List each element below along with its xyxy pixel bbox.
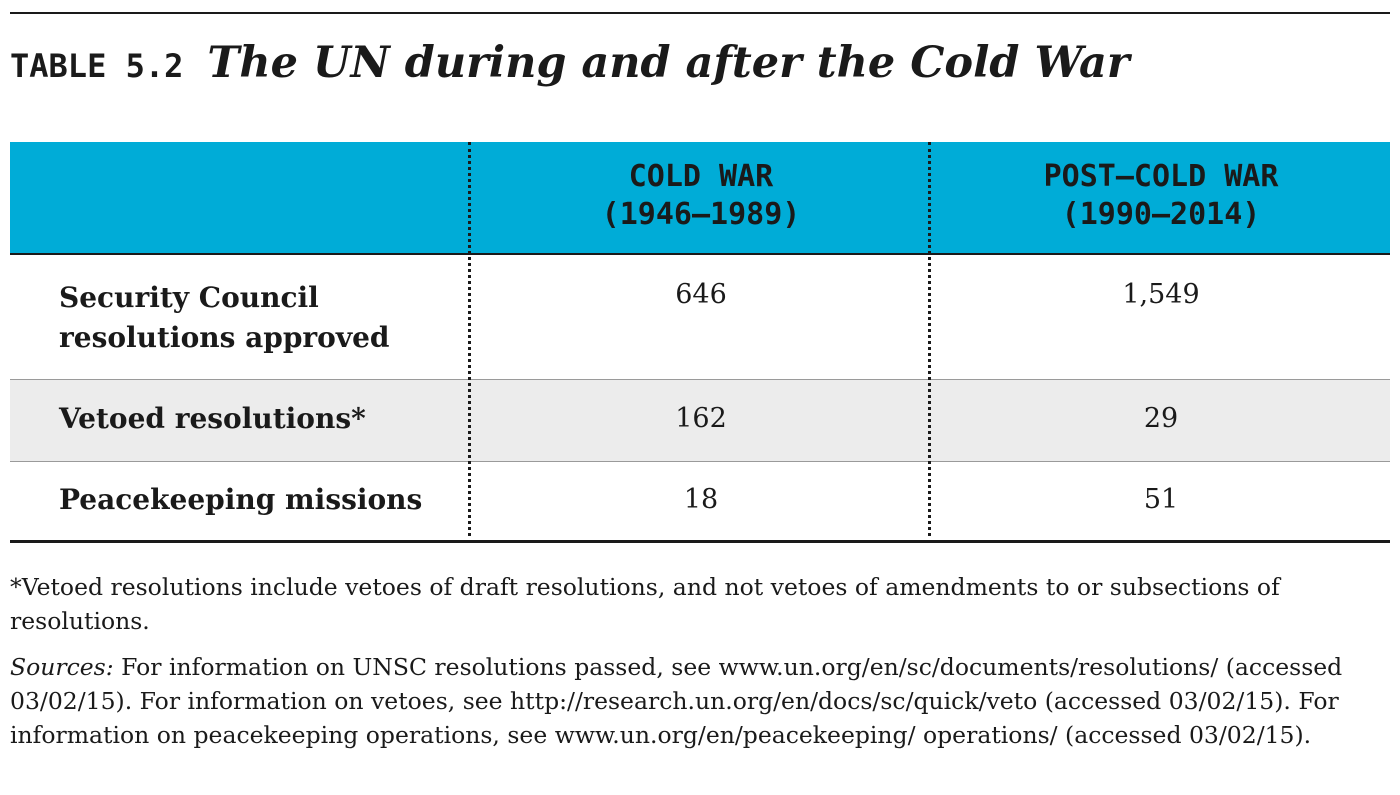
row-label-line: resolutions approved: [59, 321, 390, 354]
row-label-line: Security Council: [59, 281, 319, 314]
cell-cold-war: 18: [683, 484, 719, 515]
column-header-post-cold-war: POST–COLD WAR (1990–2014): [931, 158, 1391, 234]
table-header-row: COLD WAR (1946–1989) POST–COLD WAR (1990…: [10, 142, 1390, 255]
column-header-title: COLD WAR: [628, 159, 774, 194]
cell-post-cold-war: 51: [1143, 484, 1179, 515]
table-row-vetoed-resolutions: Vetoed resolutions* 162 29: [10, 380, 1390, 462]
column-header-period: (1946–1989): [601, 197, 801, 232]
row-label: Security Council resolutions approved: [59, 278, 390, 358]
column-divider: [468, 142, 471, 543]
data-table: COLD WAR (1946–1989) POST–COLD WAR (1990…: [10, 142, 1390, 543]
table-sources: Sources: For information on UNSC resolut…: [10, 650, 1380, 752]
sources-text: For information on UNSC resolutions pass…: [10, 653, 1343, 749]
table-title: The UN during and after the Cold War: [207, 38, 1130, 88]
top-rule: [10, 12, 1390, 14]
column-divider: [928, 142, 931, 543]
table-title-row: TABLE 5.2 The UN during and after the Co…: [10, 38, 1130, 102]
table-footnote: *Vetoed resolutions include vetoes of dr…: [10, 573, 1280, 635]
cell-cold-war: 162: [675, 403, 727, 434]
table-row-resolutions-approved: Security Council resolutions approved 64…: [10, 255, 1390, 380]
table-number: TABLE 5.2: [10, 47, 184, 85]
column-header-period: (1990–2014): [1061, 197, 1261, 232]
sources-label: Sources:: [10, 653, 114, 681]
cell-cold-war: 646: [675, 279, 727, 310]
cell-post-cold-war: 1,549: [1122, 279, 1200, 310]
row-label: Vetoed resolutions*: [59, 402, 366, 435]
column-header-title: POST–COLD WAR: [1043, 159, 1279, 194]
table-row-peacekeeping-missions: Peacekeeping missions 18 51: [10, 462, 1390, 543]
cell-post-cold-war: 29: [1143, 403, 1179, 434]
row-label: Peacekeeping missions: [59, 483, 423, 516]
column-header-cold-war: COLD WAR (1946–1989): [471, 158, 931, 234]
